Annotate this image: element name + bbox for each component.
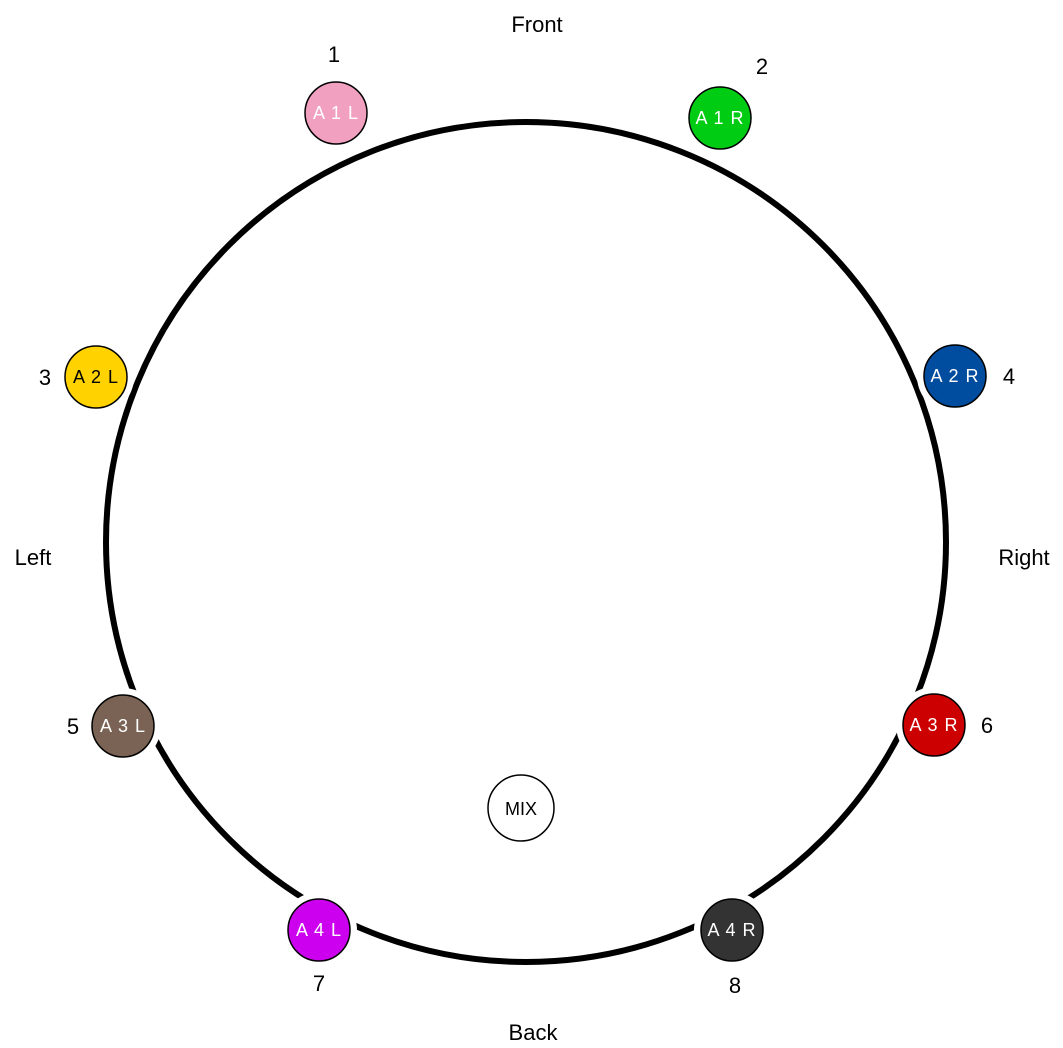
speaker-a2l-circle[interactable] [64, 345, 128, 409]
direction-left-label: Left [15, 545, 52, 570]
speaker-a4r-circle[interactable] [700, 898, 764, 962]
speaker-7-number: 7 [313, 971, 325, 996]
speaker-a4l-label: A 4 L [296, 920, 342, 940]
speaker-a4r[interactable]: A 4 R 8 [694, 892, 770, 998]
speaker-8-number: 8 [729, 973, 741, 998]
speaker-a1r-circle[interactable] [688, 86, 752, 150]
speaker-ring [103, 119, 949, 965]
mix-node[interactable]: MIX [487, 774, 555, 842]
speaker-4-number: 4 [1003, 364, 1015, 389]
direction-back-label: Back [509, 1020, 559, 1045]
speaker-a1l[interactable]: A 1 L 1 [298, 42, 374, 151]
speaker-a1l-circle[interactable] [304, 81, 368, 145]
speaker-a2r-circle[interactable] [923, 344, 987, 408]
speaker-a2l[interactable]: A 2 L 3 [39, 339, 134, 415]
speaker-a3r-circle[interactable] [902, 693, 966, 757]
speaker-a1r[interactable]: A 1 R 2 [682, 54, 768, 156]
speaker-6-number: 6 [981, 713, 993, 738]
speaker-a3l[interactable]: A 3 L 5 [67, 688, 161, 764]
speaker-a1r-label: A 1 R [695, 108, 744, 128]
speaker-a4l-circle[interactable] [287, 898, 351, 962]
speaker-a2l-label: A 2 L [73, 367, 119, 387]
mix-circle[interactable] [487, 774, 555, 842]
speaker-a3r-label: A 3 R [909, 715, 958, 735]
direction-right-label: Right [998, 545, 1049, 570]
speaker-a1l-label: A 1 L [313, 103, 359, 123]
speaker-2-number: 2 [756, 54, 768, 79]
mix-label: MIX [505, 799, 537, 819]
speaker-5-number: 5 [67, 714, 79, 739]
speaker-a2r[interactable]: A 2 R 4 [917, 338, 1015, 414]
speaker-a3l-label: A 3 L [100, 716, 146, 736]
speaker-3-number: 3 [39, 365, 51, 390]
speaker-a4r-label: A 4 R [707, 920, 756, 940]
speaker-1-number: 1 [328, 42, 340, 67]
speaker-a3l-circle[interactable] [91, 694, 155, 758]
speaker-a2r-label: A 2 R [930, 366, 979, 386]
direction-front-label: Front [511, 12, 562, 37]
speaker-a3r[interactable]: A 3 R 6 [896, 687, 993, 763]
speaker-a4l[interactable]: A 4 L 7 [281, 892, 357, 996]
